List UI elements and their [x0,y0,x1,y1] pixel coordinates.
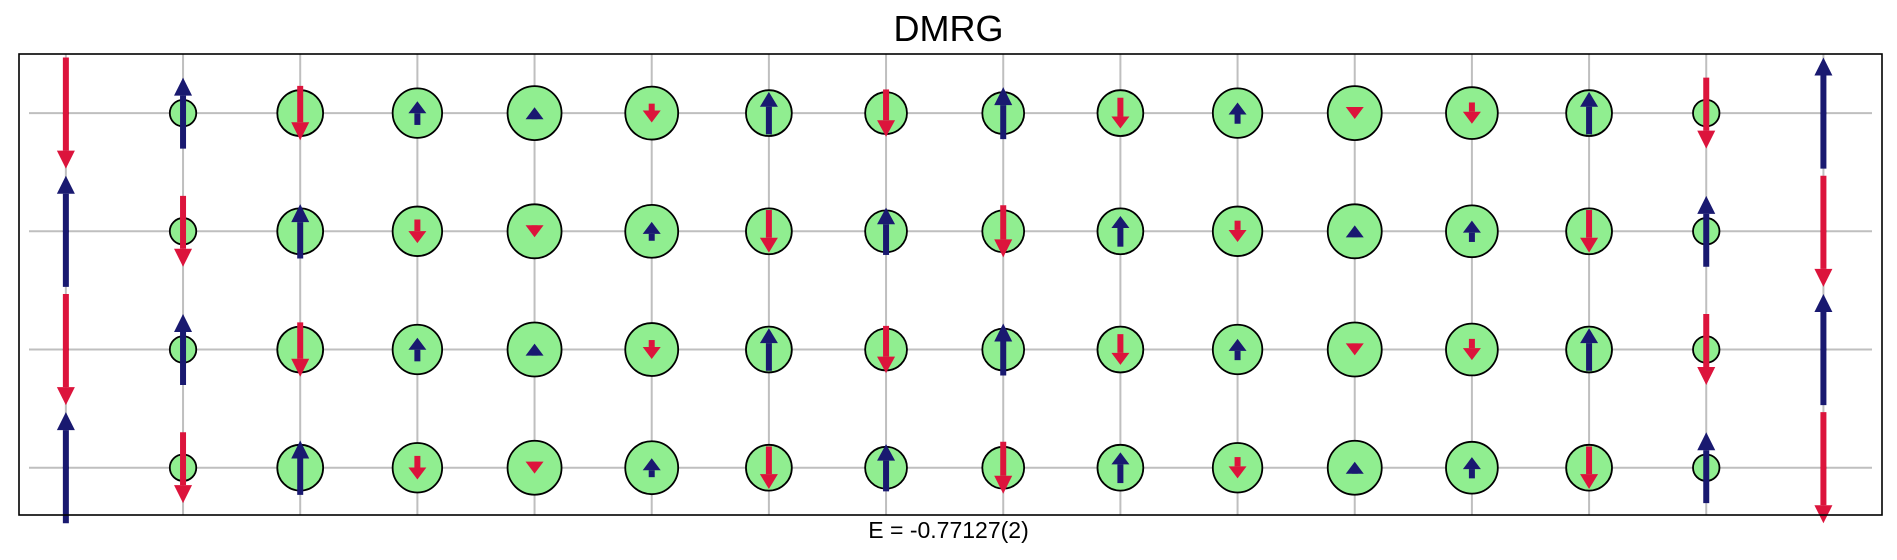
spin-up-arrow-head [1697,432,1716,451]
spin-up-arrow-head [525,343,544,356]
spin-up-arrow-head [642,458,661,471]
spin-up-arrow-head [174,314,193,333]
spin-down-arrow-head [994,239,1013,258]
spin-down-arrow-head [174,485,193,504]
spin-up-arrow-head [1580,91,1599,107]
spin-down-arrow-head [1697,130,1716,149]
spin-up-arrow-head [994,87,1013,106]
spin-up-arrow-head [525,107,544,120]
spin-up-arrow-head [291,440,310,459]
spin-down-arrow-head [642,110,661,123]
spin-up-arrow-head [1228,338,1247,351]
spin-up-arrow-head [408,337,427,350]
spin-down-arrow-head [1111,352,1130,365]
spin-up-arrow-head [1697,195,1716,214]
spin-down-arrow-head [1111,116,1130,129]
spin-up-arrow-head [1345,225,1364,238]
spin-down-arrow-head [56,387,75,406]
spin-up-arrow-head [1111,215,1130,228]
spin-up-arrow-head [877,444,896,461]
spin-down-arrow-head [877,120,896,137]
spin-down-arrow-head [56,150,75,169]
spin-up-arrow-head [1462,220,1481,233]
spin-up-arrow-head [1814,57,1833,76]
spin-down-arrow-head [1345,343,1364,356]
spin-down-arrow-head [1580,237,1599,253]
spin-down-arrow-head [1228,229,1247,242]
spin-up-arrow-head [56,175,75,194]
spin-down-arrow-head [1462,111,1481,124]
spin-down-arrow-head [994,475,1013,494]
plot-frame [18,53,1883,516]
spin-up-arrow-head [408,101,427,114]
spin-down-arrow-head [408,467,427,480]
spin-down-arrow-head [642,346,661,359]
spin-down-arrow-head [525,461,544,474]
spin-down-arrow-head [877,356,896,374]
spin-up-arrow-head [1814,293,1833,312]
spin-layer [56,57,1833,524]
spin-up-arrow-head [994,323,1013,342]
spin-up-arrow-head [1228,102,1247,115]
spin-down-arrow-head [174,248,193,267]
spin-down-arrow-head [1345,107,1364,120]
spin-down-arrow-head [408,231,427,244]
site-layer [62,85,1827,496]
spin-down-arrow-head [759,474,778,489]
spin-down-arrow-head [1697,366,1716,385]
spin-down-arrow-head [1462,348,1481,361]
spin-up-arrow-head [759,328,778,344]
spin-up-arrow-head [877,207,896,225]
spin-down-arrow-head [291,122,310,141]
spin-up-arrow-head [759,91,778,107]
spin-down-arrow-head [759,237,778,253]
spin-down-arrow-head [525,225,544,238]
spin-up-arrow-head [1345,461,1364,474]
spin-up-arrow-head [1580,328,1599,344]
spin-down-arrow-head [291,358,310,377]
spin-up-arrow-head [291,204,310,223]
chart-title: DMRG [893,8,1004,49]
spin-down-arrow-head [1580,474,1599,489]
spin-up-arrow-head [174,77,193,96]
spin-up-arrow-head [1462,457,1481,470]
spin-up-arrow-head [642,221,661,234]
spin-up-arrow-head [1111,452,1130,465]
spin-down-arrow-head [1814,268,1833,287]
energy-label: E = -0.77127(2) [868,517,1029,543]
spin-down-arrow-head [1228,466,1247,479]
spin-up-arrow-head [56,412,75,431]
